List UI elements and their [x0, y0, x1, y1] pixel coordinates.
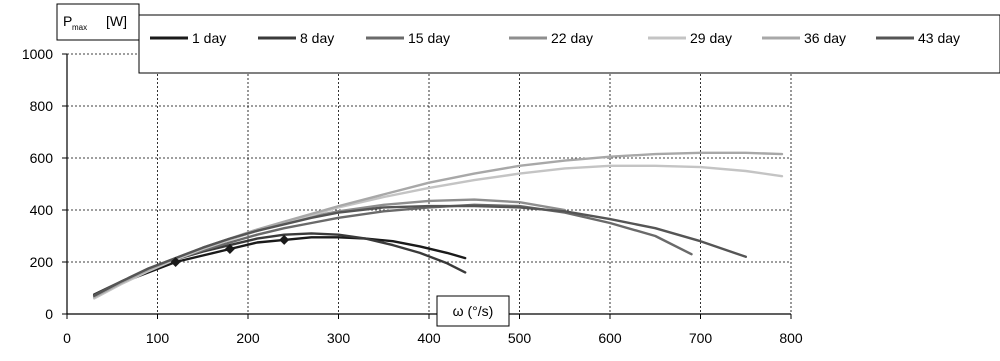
legend-label: 43 day — [918, 30, 960, 46]
legend-box — [138, 14, 1000, 74]
x-tick-label: 400 — [417, 330, 441, 346]
axes — [62, 53, 792, 319]
x-tick-label: 800 — [779, 330, 803, 346]
x-tick-label: 500 — [508, 330, 532, 346]
y-tick-label: 800 — [30, 98, 54, 114]
series-marker — [224, 244, 235, 254]
y-tick-label: 600 — [30, 150, 54, 166]
y-tick-label: 1000 — [22, 46, 53, 62]
legend-label: 29 day — [690, 30, 732, 46]
x-axis-label: ω (°/s) — [436, 295, 510, 327]
y-tick-label: 400 — [30, 202, 54, 218]
x-tick-label: 300 — [327, 330, 351, 346]
tick-labels: 0 100 200 300 400 500 600 700 800 0 200 400 600 800 10… — [22, 46, 803, 346]
legend-label: 22 day — [551, 30, 593, 46]
x-tick-label: 700 — [689, 330, 713, 346]
y-axis-label: P max [W] — [56, 3, 140, 41]
series-line-29-day — [92, 164, 784, 300]
y-axis-label-sub: max — [72, 23, 87, 32]
y-axis-label-box — [56, 3, 140, 41]
x-axis-label-box — [436, 295, 510, 327]
legend-label: 15 day — [408, 30, 450, 46]
y-tick-label: 200 — [30, 254, 54, 270]
legend-label: 1 day — [192, 30, 226, 46]
y-tick-label: 0 — [45, 306, 53, 322]
legend-label: 8 day — [300, 30, 334, 46]
y-axis-label-unit: [W] — [106, 13, 127, 29]
x-tick-label: 600 — [598, 330, 622, 346]
y-axis-label-main: P — [63, 13, 72, 29]
legend-label: 36 day — [804, 30, 846, 46]
x-axis-label-text: ω (°/s) — [453, 303, 494, 319]
grid — [67, 53, 792, 314]
series-marker — [170, 257, 181, 267]
x-tick-label: 200 — [236, 330, 260, 346]
x-tick-label: 100 — [146, 330, 170, 346]
legend: 1 day 8 day 15 day 22 day 29 day 36 day 43 day — [138, 14, 1000, 74]
series-lines — [92, 151, 784, 300]
x-tick-label: 0 — [63, 330, 71, 346]
series-marker — [279, 234, 290, 245]
